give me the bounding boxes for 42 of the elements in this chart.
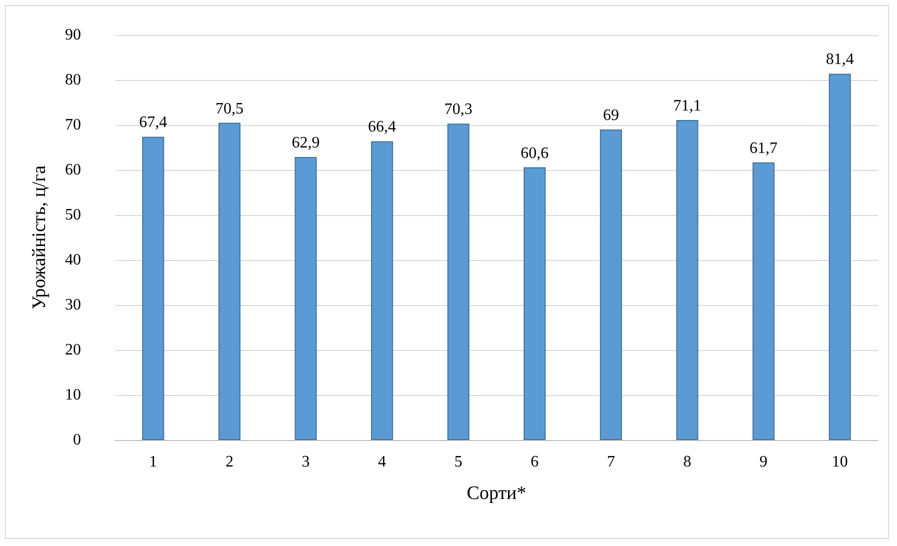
x-tick-label: 9 <box>760 454 768 470</box>
x-tick-label: 8 <box>683 454 692 470</box>
x-tick-label: 5 <box>454 454 462 470</box>
bar <box>524 167 546 440</box>
y-tick-label: 90 <box>65 26 81 44</box>
y-tick-label: 50 <box>65 206 81 224</box>
y-tick-label: 70 <box>65 116 81 134</box>
y-axis-title: Урожайність, ц/га <box>29 164 50 310</box>
x-tick-label: 7 <box>606 454 615 470</box>
x-tick-label: 3 <box>302 454 310 470</box>
data-label: 81,4 <box>826 51 854 68</box>
bar <box>676 120 698 440</box>
bar <box>828 74 851 440</box>
data-label: 70,3 <box>444 101 472 118</box>
x-tick-label: 1 <box>149 454 158 470</box>
y-tick-label: 10 <box>65 386 81 404</box>
bar <box>600 130 622 440</box>
x-tick-label: 10 <box>832 454 848 470</box>
data-label: 69 <box>602 107 619 124</box>
x-axis-title: Сорти* <box>466 483 526 504</box>
bar <box>294 156 317 440</box>
y-tick-label: 20 <box>65 342 81 358</box>
x-tick-label: 6 <box>530 454 539 470</box>
bar <box>371 141 394 440</box>
y-tick-label: 80 <box>65 72 81 88</box>
bar <box>142 136 164 440</box>
data-label: 60,6 <box>520 144 549 162</box>
data-label: 70,5 <box>215 100 244 118</box>
y-tick-label: 40 <box>65 252 81 268</box>
y-tick-label: 0 <box>73 432 81 448</box>
data-label: 67,4 <box>139 114 168 132</box>
bar <box>752 162 775 440</box>
y-tick-label: 30 <box>65 296 81 314</box>
x-tick-label: 4 <box>378 454 386 470</box>
y-tick-label: 60 <box>65 162 81 178</box>
data-label: 61,7 <box>750 140 778 157</box>
data-label: 71,1 <box>673 98 702 115</box>
x-tick-label: 2 <box>225 454 234 470</box>
data-label: 66,4 <box>368 118 396 136</box>
bar <box>218 122 240 440</box>
data-label: 62,9 <box>292 134 320 152</box>
bar <box>447 124 470 440</box>
